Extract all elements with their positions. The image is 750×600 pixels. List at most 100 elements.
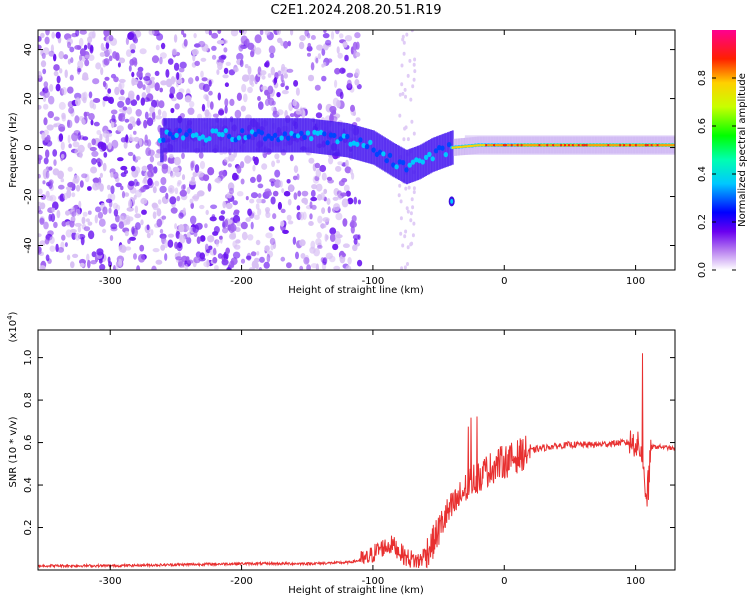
ridge-core xyxy=(391,162,396,168)
noise-speckle xyxy=(164,253,168,261)
noise-speckle xyxy=(189,198,194,204)
noise-speckle xyxy=(276,30,281,35)
noise-speckle xyxy=(257,183,264,189)
ridge-band xyxy=(188,118,191,153)
noise-speckle xyxy=(409,97,413,102)
noise-speckle xyxy=(257,193,262,199)
noise-speckle xyxy=(135,143,141,149)
noise-speckle xyxy=(232,200,238,206)
noise-speckle xyxy=(87,210,92,215)
noise-speckle xyxy=(329,255,336,263)
noise-speckle xyxy=(307,74,315,82)
noise-speckle xyxy=(240,105,246,112)
noise-speckle xyxy=(43,81,49,88)
noise-speckle xyxy=(339,67,346,74)
noise-speckle xyxy=(200,57,207,62)
noise-speckle xyxy=(406,262,409,266)
noise-speckle xyxy=(321,172,327,181)
noise-speckle xyxy=(68,107,75,114)
noise-speckle xyxy=(178,67,185,73)
noise-speckle xyxy=(53,53,57,62)
ridge-peak xyxy=(546,144,549,147)
noise-speckle xyxy=(38,44,42,50)
noise-speckle xyxy=(161,163,169,170)
noise-speckle xyxy=(173,34,178,43)
noise-speckle xyxy=(129,43,136,51)
ridge-peak xyxy=(652,144,655,147)
ridge-band xyxy=(431,138,434,173)
noise-speckle xyxy=(266,253,271,263)
ridge-core xyxy=(341,133,347,139)
noise-speckle xyxy=(70,216,76,222)
ridge-core xyxy=(446,142,452,148)
ridge-band xyxy=(369,129,372,164)
noise-speckle xyxy=(53,221,58,229)
noise-speckle xyxy=(322,217,330,223)
noise-speckle xyxy=(202,83,210,92)
colorbar-tick-label: 0.8 xyxy=(697,70,708,86)
ridge-core xyxy=(407,162,412,168)
noise-speckle xyxy=(352,41,358,51)
noise-speckle xyxy=(303,199,308,205)
ridge-band xyxy=(311,118,314,153)
noise-speckle xyxy=(235,239,241,244)
noise-speckle xyxy=(344,54,349,62)
noise-speckle xyxy=(149,106,155,113)
noise-speckle xyxy=(299,35,306,41)
ridge-core xyxy=(322,131,327,137)
noise-speckle xyxy=(249,77,254,86)
colorbar: 0.0 0.2 0.4 0.6 0.8 Normalized spectral ampl… xyxy=(697,30,748,278)
noise-speckle xyxy=(179,189,187,197)
noise-speckle xyxy=(181,30,185,35)
noise-speckle xyxy=(143,139,149,146)
noise-speckle xyxy=(112,51,118,59)
ridge-peak xyxy=(459,145,462,148)
noise-speckle xyxy=(299,211,305,221)
noise-speckle xyxy=(177,180,182,185)
x-tick-label: -200 xyxy=(230,276,253,287)
noise-speckle xyxy=(244,64,249,69)
noise-speckle xyxy=(341,178,348,183)
y-tick-label: 20 xyxy=(23,92,34,105)
noise-speckle xyxy=(159,87,163,93)
noise-speckle xyxy=(48,179,54,185)
noise-speckle xyxy=(67,181,75,188)
ridge-peak xyxy=(471,144,474,147)
noise-speckle xyxy=(159,56,163,65)
noise-speckle xyxy=(169,187,173,193)
noise-speckle xyxy=(160,42,166,50)
noise-speckle xyxy=(250,192,259,199)
noise-speckle xyxy=(68,143,72,149)
noise-speckle xyxy=(236,165,242,174)
noise-speckle xyxy=(286,68,294,73)
noise-speckle xyxy=(288,184,294,192)
ridge-band xyxy=(331,121,334,156)
noise-speckle xyxy=(186,186,191,195)
noise-speckle xyxy=(92,103,97,110)
noise-speckle xyxy=(292,175,298,181)
ridge-peak xyxy=(648,144,651,147)
noise-speckle xyxy=(140,97,145,106)
noise-speckle xyxy=(334,79,338,88)
noise-speckle xyxy=(409,211,413,216)
noise-speckle xyxy=(58,126,66,132)
noise-speckle xyxy=(270,181,275,187)
noise-speckle xyxy=(115,214,120,223)
noise-speckle xyxy=(271,160,276,168)
ridge-peak xyxy=(566,144,568,147)
noise-speckle xyxy=(74,92,82,100)
ridge-core xyxy=(427,151,432,157)
ridge-core xyxy=(187,128,192,134)
noise-speckle xyxy=(90,166,98,174)
noise-speckle xyxy=(224,98,229,107)
noise-speckle xyxy=(60,178,65,183)
ridge-band xyxy=(313,118,315,154)
ridge-core xyxy=(312,129,317,135)
noise-speckle xyxy=(150,229,154,236)
noise-speckle xyxy=(216,40,224,45)
noise-speckle xyxy=(226,267,232,270)
noise-speckle xyxy=(353,196,358,205)
noise-speckle xyxy=(345,265,352,270)
noise-speckle xyxy=(260,70,267,76)
noise-speckle xyxy=(60,153,65,159)
